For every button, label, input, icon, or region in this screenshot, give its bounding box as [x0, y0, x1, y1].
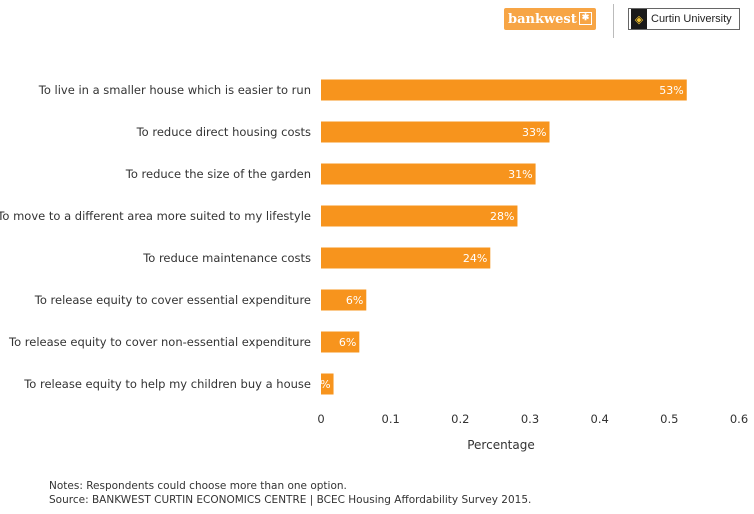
- bar: [321, 289, 367, 311]
- x-tick-label: 0: [317, 412, 324, 426]
- curtin-logo: ◈ Curtin University: [628, 8, 740, 30]
- bar: [321, 205, 518, 227]
- data-label: 31%: [508, 168, 532, 181]
- source-label: Source: [49, 494, 86, 506]
- x-tick-label: 0.1: [382, 412, 400, 426]
- x-tick-label: 0.6: [730, 412, 748, 426]
- category-label: To live in a smaller house which is easi…: [38, 83, 311, 97]
- data-label: 2%: [313, 378, 330, 391]
- bankwest-mark-icon: ✱: [579, 12, 592, 25]
- bar: [321, 163, 536, 185]
- notes-label: Notes: [49, 480, 80, 492]
- x-tick-label: 0.3: [521, 412, 539, 426]
- category-label: To release equity to cover essential exp…: [34, 293, 311, 307]
- bankwest-logo-text: bankwest: [508, 11, 577, 27]
- data-label: 6%: [339, 336, 356, 349]
- data-label: 53%: [659, 84, 683, 97]
- x-tick-label: 0.2: [451, 412, 469, 426]
- curtin-crest-icon: ◈: [631, 9, 647, 29]
- data-label: 6%: [346, 294, 363, 307]
- bar: [321, 247, 491, 269]
- logo-divider: [613, 4, 614, 38]
- notes-line: Notes: Respondents could choose more tha…: [49, 479, 531, 493]
- category-label: To reduce the size of the garden: [125, 167, 311, 181]
- curtin-logo-text: Curtin University: [651, 13, 732, 25]
- x-tick-label: 0.4: [591, 412, 609, 426]
- data-label: 28%: [490, 210, 514, 223]
- source-text: : BANKWEST CURTIN ECONOMICS CENTRE | BCE…: [85, 494, 532, 506]
- bar: [321, 331, 360, 353]
- category-label: To release equity to cover non-essential…: [8, 335, 311, 349]
- bar: [321, 373, 334, 395]
- bar: [321, 79, 687, 101]
- data-label: 24%: [463, 252, 487, 265]
- category-label: To reduce maintenance costs: [142, 251, 311, 265]
- category-label: To move to a different area more suited …: [0, 209, 311, 223]
- chart-notes: Notes: Respondents could choose more tha…: [49, 479, 531, 507]
- notes-text: : Respondents could choose more than one…: [79, 480, 347, 492]
- x-tick-label: 0.5: [660, 412, 678, 426]
- category-label: To release equity to help my children bu…: [23, 377, 311, 391]
- category-label: To reduce direct housing costs: [136, 125, 311, 139]
- data-label: 33%: [522, 126, 546, 139]
- source-line: Source: BANKWEST CURTIN ECONOMICS CENTRE…: [49, 493, 531, 507]
- bar-chart: To live in a smaller house which is easi…: [0, 79, 748, 452]
- bankwest-logo: bankwest ✱: [504, 8, 596, 30]
- logo-bar: bankwest ✱ ◈ Curtin University: [0, 0, 754, 45]
- bar: [321, 121, 550, 143]
- x-axis-label: Percentage: [467, 438, 535, 452]
